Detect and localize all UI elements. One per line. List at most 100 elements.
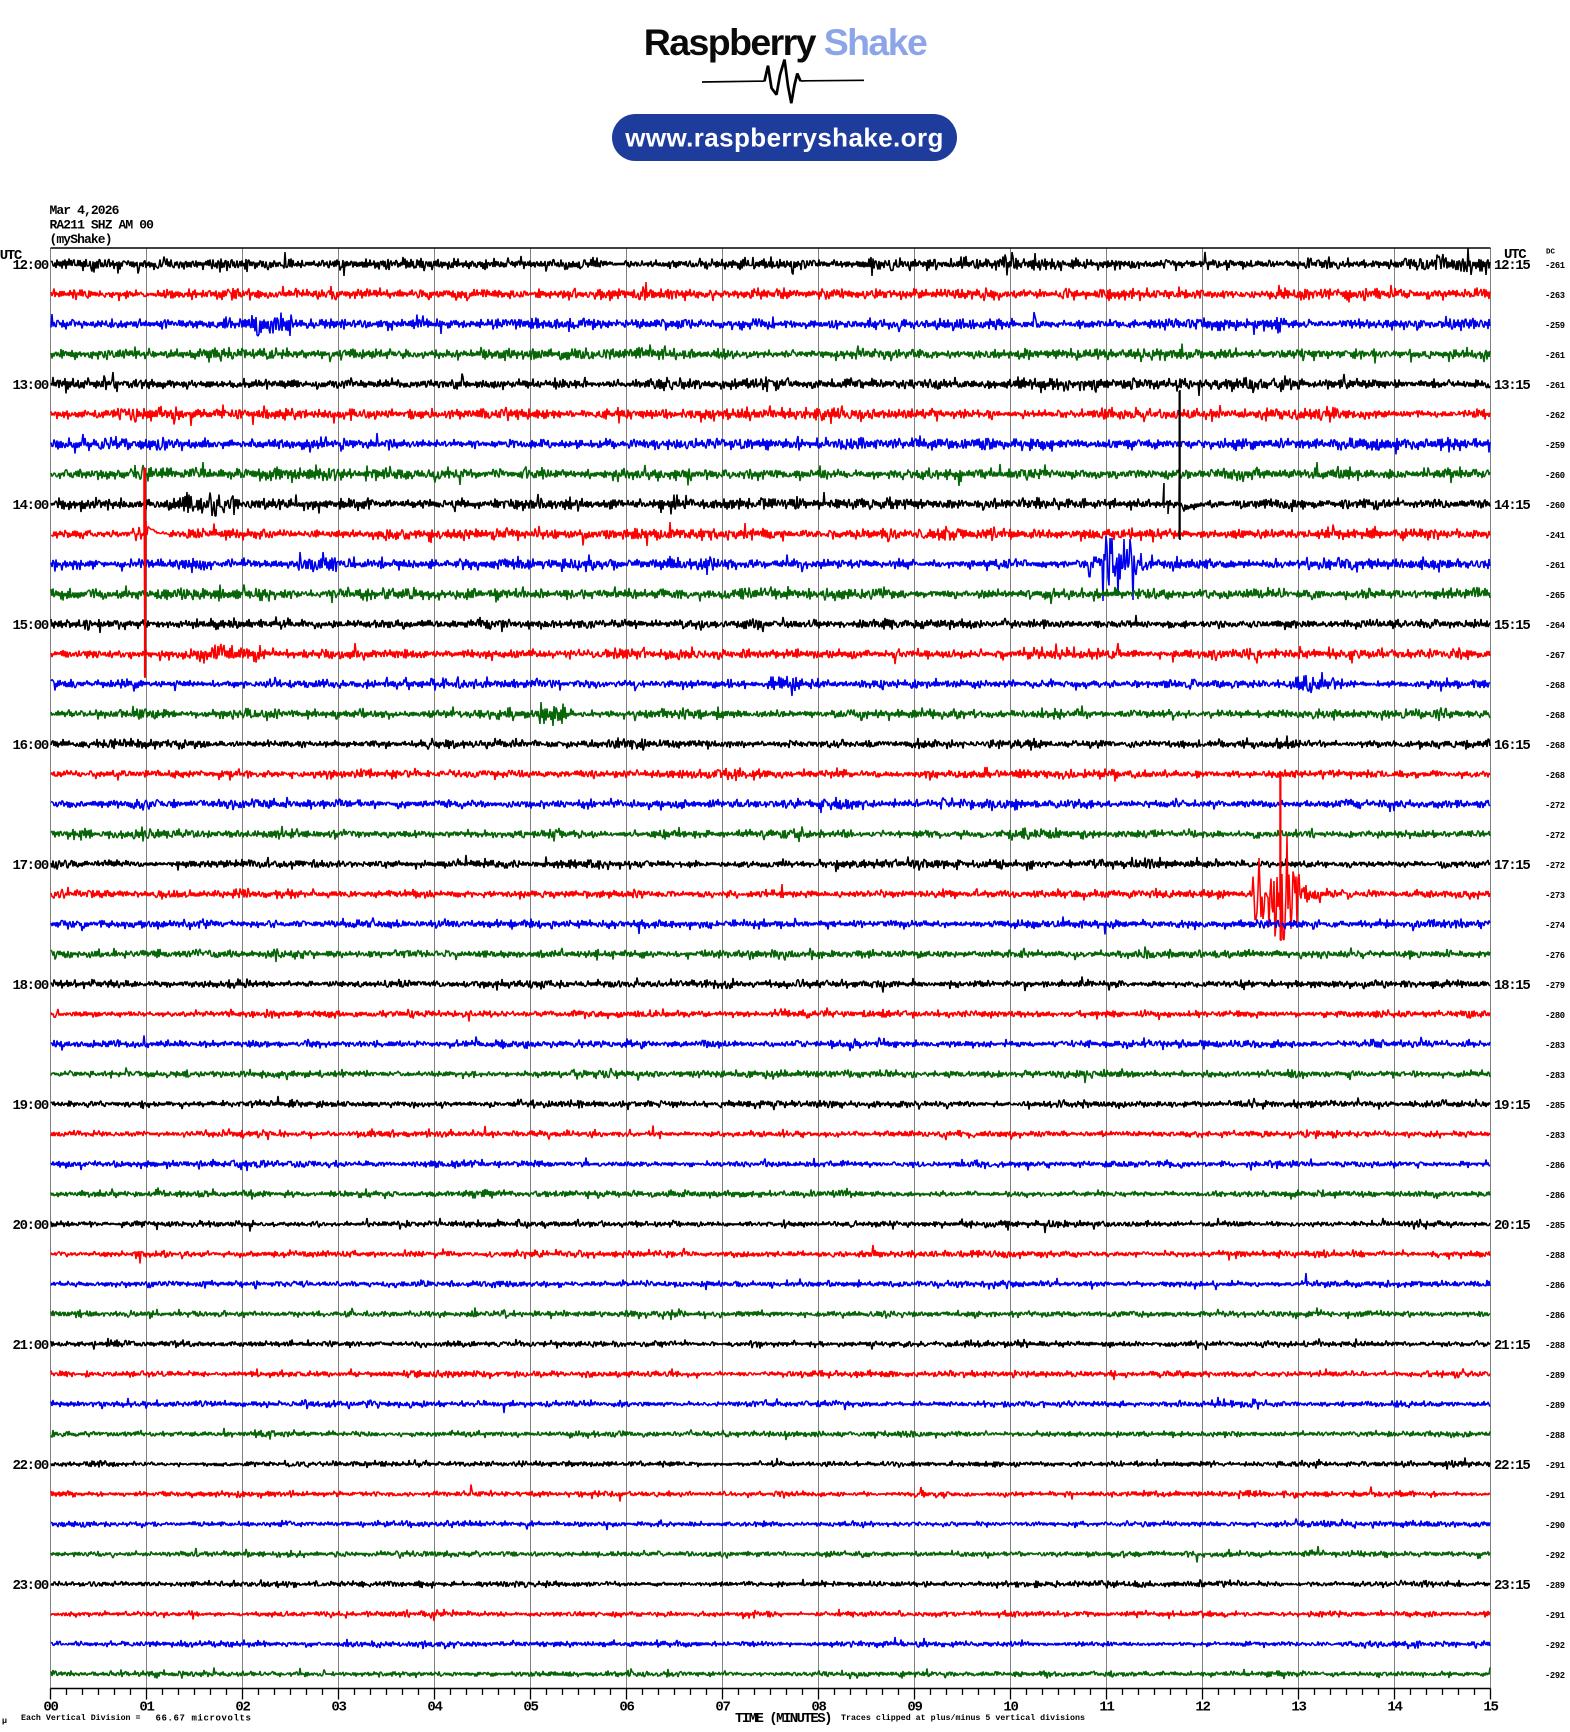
svg-text:07: 07 bbox=[715, 1700, 730, 1716]
svg-text:-265: -265 bbox=[1545, 591, 1565, 601]
svg-text:01: 01 bbox=[139, 1700, 154, 1716]
svg-text:-268: -268 bbox=[1545, 711, 1565, 721]
svg-text:-261: -261 bbox=[1545, 261, 1565, 271]
svg-text:-288: -288 bbox=[1545, 1251, 1565, 1261]
svg-text:-289: -289 bbox=[1545, 1401, 1565, 1411]
svg-text:00: 00 bbox=[43, 1700, 58, 1716]
svg-text:-279: -279 bbox=[1545, 981, 1565, 991]
svg-text:19:00: 19:00 bbox=[12, 1098, 48, 1114]
svg-text:-261: -261 bbox=[1545, 351, 1565, 361]
svg-text:18:15: 18:15 bbox=[1494, 978, 1530, 994]
svg-text:-283: -283 bbox=[1545, 1071, 1565, 1081]
svg-text:14:00: 14:00 bbox=[12, 498, 48, 514]
svg-text:μ: μ bbox=[2, 1717, 7, 1726]
svg-text:-273: -273 bbox=[1545, 891, 1565, 901]
svg-text:-276: -276 bbox=[1545, 951, 1565, 961]
svg-text:-263: -263 bbox=[1545, 291, 1565, 301]
svg-text:66.67 microvolts: 66.67 microvolts bbox=[156, 1714, 252, 1724]
svg-text:-285: -285 bbox=[1545, 1221, 1565, 1231]
svg-text:14:15: 14:15 bbox=[1494, 498, 1530, 514]
svg-text:-268: -268 bbox=[1545, 771, 1565, 781]
svg-text:15:00: 15:00 bbox=[12, 618, 48, 634]
svg-text:-286: -286 bbox=[1545, 1161, 1565, 1171]
svg-text:14: 14 bbox=[1387, 1700, 1402, 1716]
svg-text:-286: -286 bbox=[1545, 1311, 1565, 1321]
svg-text:-292: -292 bbox=[1545, 1551, 1565, 1561]
svg-text:www.raspberryshake.org: www.raspberryshake.org bbox=[624, 123, 944, 153]
svg-text:Each Vertical Division =: Each Vertical Division = bbox=[21, 1713, 141, 1723]
svg-text:-259: -259 bbox=[1545, 321, 1565, 331]
svg-text:-274: -274 bbox=[1545, 921, 1566, 931]
svg-text:-267: -267 bbox=[1545, 651, 1565, 661]
svg-text:06: 06 bbox=[619, 1700, 634, 1716]
svg-text:22:00: 22:00 bbox=[12, 1458, 48, 1474]
svg-text:17:00: 17:00 bbox=[12, 858, 48, 874]
svg-text:-261: -261 bbox=[1545, 561, 1565, 571]
svg-text:13:15: 13:15 bbox=[1494, 378, 1530, 394]
svg-text:-288: -288 bbox=[1545, 1431, 1565, 1441]
svg-text:09: 09 bbox=[907, 1700, 922, 1716]
svg-text:(myShake): (myShake) bbox=[50, 232, 112, 247]
svg-text:-260: -260 bbox=[1545, 471, 1565, 481]
svg-text:19:15: 19:15 bbox=[1494, 1098, 1530, 1114]
svg-text:03: 03 bbox=[331, 1700, 346, 1716]
svg-text:20:00: 20:00 bbox=[12, 1218, 48, 1234]
svg-text:10: 10 bbox=[1003, 1700, 1018, 1716]
svg-text:-291: -291 bbox=[1545, 1611, 1565, 1621]
svg-text:20:15: 20:15 bbox=[1494, 1218, 1530, 1234]
svg-text:-291: -291 bbox=[1545, 1461, 1565, 1471]
svg-text:23:00: 23:00 bbox=[12, 1578, 48, 1594]
svg-text:-268: -268 bbox=[1545, 741, 1565, 751]
svg-text:-262: -262 bbox=[1545, 411, 1565, 421]
svg-text:13: 13 bbox=[1291, 1700, 1306, 1716]
svg-text:16:00: 16:00 bbox=[12, 738, 48, 754]
svg-text:-289: -289 bbox=[1545, 1371, 1565, 1381]
svg-text:15: 15 bbox=[1483, 1700, 1498, 1716]
svg-text:12:15: 12:15 bbox=[1494, 258, 1530, 274]
svg-text:02: 02 bbox=[235, 1700, 250, 1716]
svg-text:18:00: 18:00 bbox=[12, 978, 48, 994]
svg-text:Raspberry Shake: Raspberry Shake bbox=[644, 21, 927, 63]
svg-text:-286: -286 bbox=[1545, 1281, 1565, 1291]
svg-text:05: 05 bbox=[523, 1700, 538, 1716]
svg-text:23:15: 23:15 bbox=[1494, 1578, 1530, 1594]
svg-text:15:15: 15:15 bbox=[1494, 618, 1530, 634]
svg-text:11: 11 bbox=[1099, 1700, 1114, 1716]
svg-text:Mar 4,2026: Mar 4,2026 bbox=[50, 203, 120, 218]
svg-text:-268: -268 bbox=[1545, 681, 1565, 691]
svg-text:08: 08 bbox=[811, 1700, 826, 1716]
svg-text:UTC: UTC bbox=[0, 248, 23, 264]
svg-text:-291: -291 bbox=[1545, 1491, 1565, 1501]
svg-text:-280: -280 bbox=[1545, 1011, 1565, 1021]
svg-text:13:00: 13:00 bbox=[12, 378, 48, 394]
svg-text:RA211 SHZ AM 00: RA211 SHZ AM 00 bbox=[50, 218, 155, 233]
svg-text:12:00: 12:00 bbox=[12, 258, 48, 274]
svg-text:UTC: UTC bbox=[1504, 247, 1527, 263]
svg-text:-259: -259 bbox=[1545, 441, 1565, 451]
svg-text:16:15: 16:15 bbox=[1494, 738, 1530, 754]
svg-text:-272: -272 bbox=[1545, 831, 1565, 841]
svg-text:-261: -261 bbox=[1545, 381, 1565, 391]
svg-text:-260: -260 bbox=[1545, 501, 1565, 511]
svg-text:17:15: 17:15 bbox=[1494, 858, 1530, 874]
svg-text:-283: -283 bbox=[1545, 1041, 1565, 1051]
svg-text:-264: -264 bbox=[1545, 621, 1566, 631]
svg-text:-272: -272 bbox=[1545, 861, 1565, 871]
svg-text:-272: -272 bbox=[1545, 801, 1565, 811]
svg-text:22:15: 22:15 bbox=[1494, 1458, 1530, 1474]
svg-text:TIME (MINUTES): TIME (MINUTES) bbox=[735, 1711, 831, 1727]
svg-text:DC: DC bbox=[1546, 249, 1556, 257]
svg-text:-292: -292 bbox=[1545, 1641, 1565, 1651]
svg-text:-288: -288 bbox=[1545, 1341, 1565, 1351]
svg-text:-289: -289 bbox=[1545, 1581, 1565, 1591]
svg-text:-285: -285 bbox=[1545, 1101, 1565, 1111]
svg-text:-290: -290 bbox=[1545, 1521, 1565, 1531]
svg-text:-283: -283 bbox=[1545, 1131, 1565, 1141]
svg-text:-241: -241 bbox=[1545, 531, 1565, 541]
svg-text:21:15: 21:15 bbox=[1494, 1338, 1530, 1354]
svg-text:-292: -292 bbox=[1545, 1671, 1565, 1681]
svg-text:04: 04 bbox=[427, 1700, 442, 1716]
svg-text:12: 12 bbox=[1195, 1700, 1210, 1716]
svg-text:Traces clipped at plus/minus 5: Traces clipped at plus/minus 5 vertical … bbox=[841, 1713, 1085, 1723]
svg-text:21:00: 21:00 bbox=[12, 1338, 48, 1354]
